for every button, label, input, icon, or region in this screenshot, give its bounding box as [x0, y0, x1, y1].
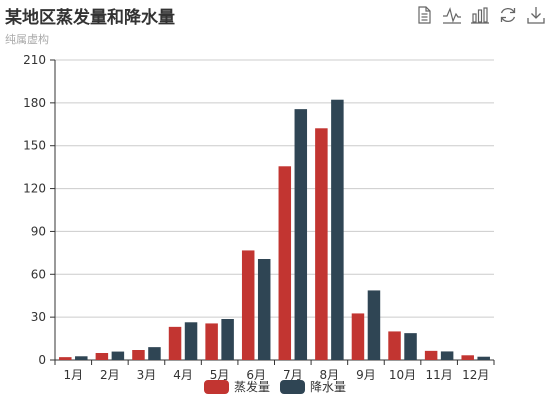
legend-item-precipitation[interactable]: 降水量	[280, 378, 346, 395]
bar	[278, 166, 292, 360]
bar	[148, 347, 161, 360]
chart-title: 某地区蒸发量和降水量	[5, 8, 175, 28]
bar	[367, 290, 381, 360]
x-tick-label: 9月	[356, 368, 376, 382]
bar	[75, 356, 88, 360]
bar	[132, 350, 145, 360]
legend-label-precipitation: 降水量	[310, 380, 347, 394]
bar	[241, 250, 255, 360]
x-tick-label: 10月	[389, 368, 416, 382]
x-tick-label: 12月	[462, 368, 489, 382]
bar	[424, 350, 438, 360]
bar	[184, 322, 198, 360]
y-tick-label: 150	[23, 139, 46, 153]
bar	[477, 356, 490, 360]
bar	[351, 313, 365, 360]
x-tick-label: 1月	[63, 368, 83, 382]
legend-swatch-evaporation	[203, 379, 229, 394]
toolbox	[414, 5, 546, 25]
bar	[59, 357, 72, 360]
y-tick-label: 0	[38, 353, 46, 367]
x-tick-label: 11月	[425, 368, 452, 382]
legend-swatch-precipitation	[280, 379, 305, 394]
x-tick-label: 3月	[137, 368, 157, 382]
y-tick-label: 90	[31, 224, 46, 238]
bar-chart-icon[interactable]	[470, 5, 490, 25]
bar	[205, 323, 218, 360]
bar	[440, 351, 454, 360]
bar	[95, 353, 109, 360]
bar	[294, 109, 308, 361]
bar	[388, 331, 401, 360]
chart-subtitle: 纯属虚构	[5, 33, 49, 46]
x-tick-label: 4月	[173, 368, 193, 382]
legend: 蒸发量 降水量	[0, 378, 550, 395]
bar	[257, 259, 271, 360]
y-tick-label: 180	[23, 96, 46, 110]
bar	[221, 319, 234, 360]
download-icon[interactable]	[526, 5, 546, 25]
line-chart-icon[interactable]	[442, 5, 462, 25]
x-tick-label: 5月	[210, 368, 230, 382]
bar	[461, 355, 474, 360]
data-view-icon[interactable]	[414, 5, 434, 25]
x-tick-label: 8月	[320, 368, 340, 382]
bar	[315, 128, 328, 360]
restore-icon[interactable]	[498, 5, 518, 25]
y-tick-label: 60	[31, 267, 46, 281]
x-tick-label: 6月	[246, 368, 266, 382]
x-tick-label: 2月	[100, 368, 120, 382]
bar	[404, 333, 417, 360]
bar	[168, 326, 182, 360]
legend-item-evaporation[interactable]: 蒸发量	[203, 378, 270, 395]
legend-label-evaporation: 蒸发量	[233, 380, 270, 394]
bar	[331, 99, 344, 360]
y-tick-label: 210	[23, 53, 46, 67]
y-tick-label: 120	[23, 182, 46, 196]
x-tick-label: 7月	[283, 368, 303, 382]
bar	[111, 351, 125, 360]
y-tick-label: 30	[31, 310, 46, 324]
